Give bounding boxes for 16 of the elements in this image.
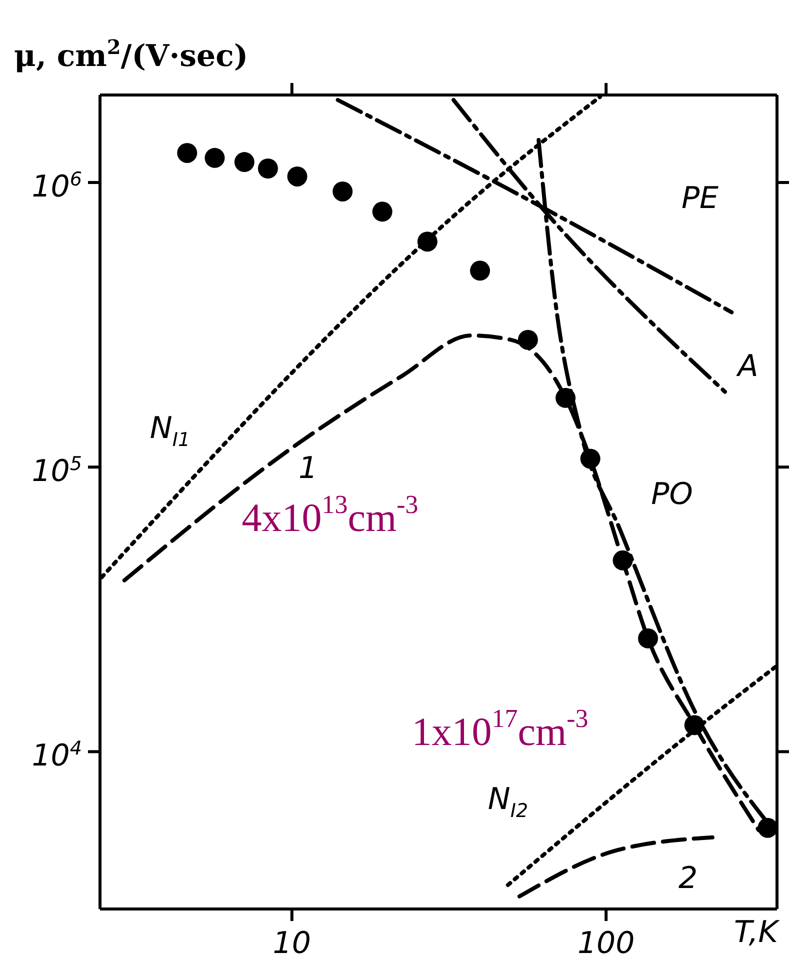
y-tick-label: 10$^{6}$	[32, 168, 82, 205]
x-tick-label: 10	[272, 926, 311, 961]
y-tick-label: 10$^{4}$	[32, 738, 82, 774]
annotation: 1	[298, 451, 318, 486]
annotation: PO	[651, 477, 693, 512]
annotation: N$_{I1}$	[150, 411, 190, 452]
y-tick-label: 10$^{5}$	[32, 453, 82, 490]
annotation: 4x10$^{13}$cm$^{-3}$	[242, 490, 418, 540]
annotation: 2	[678, 861, 698, 896]
x-tick-label: 100	[577, 926, 635, 961]
annotation: A	[736, 349, 758, 384]
annotation: N$_{I2}$	[488, 782, 528, 822]
y-axis-title: μ, cm$^{2}$/(V·sec)	[14, 35, 248, 74]
annotation: PE	[681, 181, 719, 216]
x-axis-title: T,K	[734, 915, 780, 950]
annotation: 1x10$^{17}$cm$^{-3}$	[412, 704, 588, 754]
